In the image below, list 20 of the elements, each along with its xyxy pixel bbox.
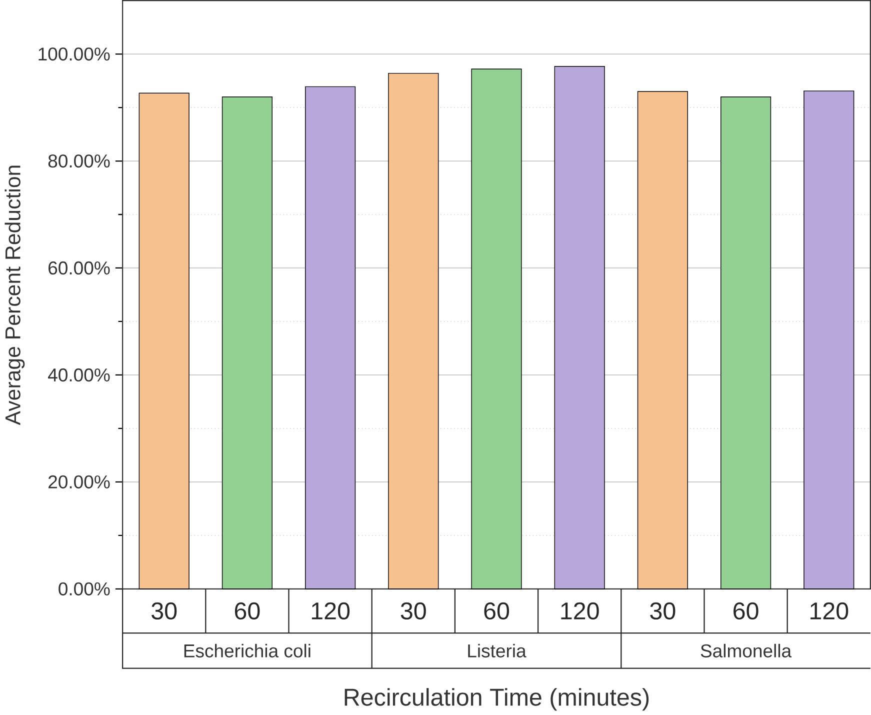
series-label: 60 xyxy=(234,602,260,620)
y-tick-label: 40.00% xyxy=(48,368,110,382)
y-tick-label: 20.00% xyxy=(48,475,110,488)
x-axis-title: Recirculation Time (minutes) xyxy=(344,688,649,710)
x-tick-label: Salmonella xyxy=(700,644,792,658)
text: 120 xyxy=(561,602,599,620)
x-tick-label: Listeria xyxy=(468,644,526,658)
x-tick-label: Escherichia coli xyxy=(184,644,310,658)
text: 120 xyxy=(810,602,848,620)
y-tick-label: 80.00% xyxy=(48,154,110,168)
text: 30 xyxy=(400,602,426,620)
text: 30 xyxy=(650,602,676,620)
series-label: 120 xyxy=(312,602,350,620)
series-label: 30 xyxy=(152,602,177,620)
text: 60 xyxy=(734,602,758,620)
y-axis-title: Average Percent Reduction xyxy=(4,166,25,425)
y-tick-label: 0.00% xyxy=(58,582,110,596)
y-tick-label: 60.00% xyxy=(48,261,110,274)
text: 60 xyxy=(484,602,510,620)
y-tick-label: 100.00% xyxy=(38,47,110,60)
